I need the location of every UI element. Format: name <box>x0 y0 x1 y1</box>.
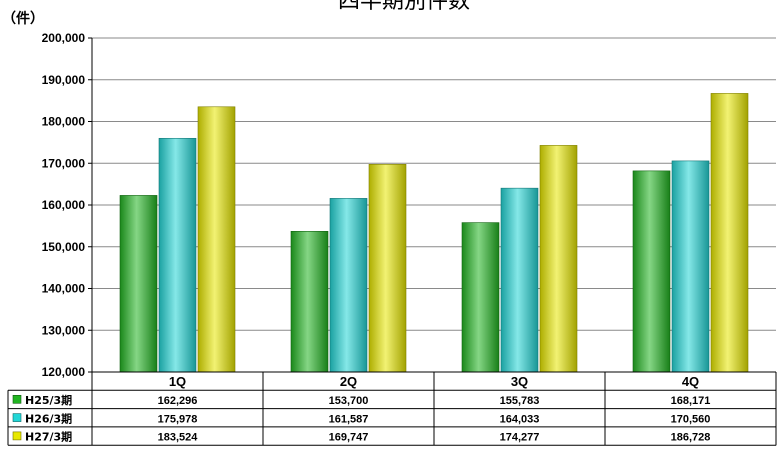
legend-label: H25/3期 <box>25 393 72 407</box>
y-tick-label: 180,000 <box>42 115 86 129</box>
bar-3Q-H26/3期 <box>500 187 539 373</box>
legend-key <box>12 394 22 404</box>
bar-4Q-H26/3期 <box>671 160 710 373</box>
bar-4Q-H27/3期 <box>710 93 749 373</box>
data-label: 186,728 <box>671 432 711 444</box>
data-label: 153,700 <box>329 395 369 407</box>
y-tick-label: 140,000 <box>42 282 86 296</box>
legend-label: H27/3期 <box>25 430 72 444</box>
bar-4Q-H25/3期 <box>632 170 671 373</box>
bar-1Q-H27/3期 <box>197 106 236 373</box>
bar-2Q-H27/3期 <box>368 164 407 373</box>
legend-key <box>12 413 22 422</box>
y-tick-label: 130,000 <box>42 323 86 337</box>
category-label: 2Q <box>340 374 357 389</box>
y-axis: 120,000 130,000 140,000 150,000 160,000 170,0… <box>42 31 93 379</box>
category-label: 4Q <box>682 374 699 389</box>
legend-label: H26/3期 <box>25 411 72 425</box>
y-tick-label: 160,000 <box>42 198 86 212</box>
y-tick-label: 200,000 <box>42 31 86 45</box>
data-label: 175,978 <box>158 413 198 425</box>
data-label: 155,783 <box>500 395 540 407</box>
bar-1Q-H26/3期 <box>158 137 197 373</box>
data-label: 174,277 <box>500 432 540 444</box>
bar-2Q-H26/3期 <box>329 198 368 373</box>
data-label: 170,560 <box>671 413 711 425</box>
data-label: 161,587 <box>329 413 369 425</box>
legend-key <box>12 431 22 441</box>
data-label: 183,524 <box>158 432 199 444</box>
y-tick-label: 170,000 <box>42 156 86 170</box>
y-tick-label: 120,000 <box>42 365 86 379</box>
data-label: 168,171 <box>671 395 711 407</box>
bar-1Q-H25/3期 <box>119 195 158 373</box>
bars <box>119 93 749 373</box>
category-label: 1Q <box>169 374 186 389</box>
bar-3Q-H25/3期 <box>461 222 500 373</box>
y-tick-label: 190,000 <box>42 73 86 87</box>
bar-2Q-H25/3期 <box>290 231 329 373</box>
data-label: 164,033 <box>500 413 540 425</box>
bar-3Q-H27/3期 <box>539 145 578 373</box>
category-label: 3Q <box>511 374 528 389</box>
data-label: 162,296 <box>158 395 198 407</box>
unit-label: （件） <box>2 10 44 27</box>
data-label: 169,747 <box>329 432 369 444</box>
chart-title: 四半期別件数 <box>338 0 470 14</box>
data-table: 1Q 2Q 3Q 4Q H25/3期 162,296 153,700 155,783 168,1… <box>7 371 777 446</box>
y-tick-label: 150,000 <box>42 240 86 254</box>
